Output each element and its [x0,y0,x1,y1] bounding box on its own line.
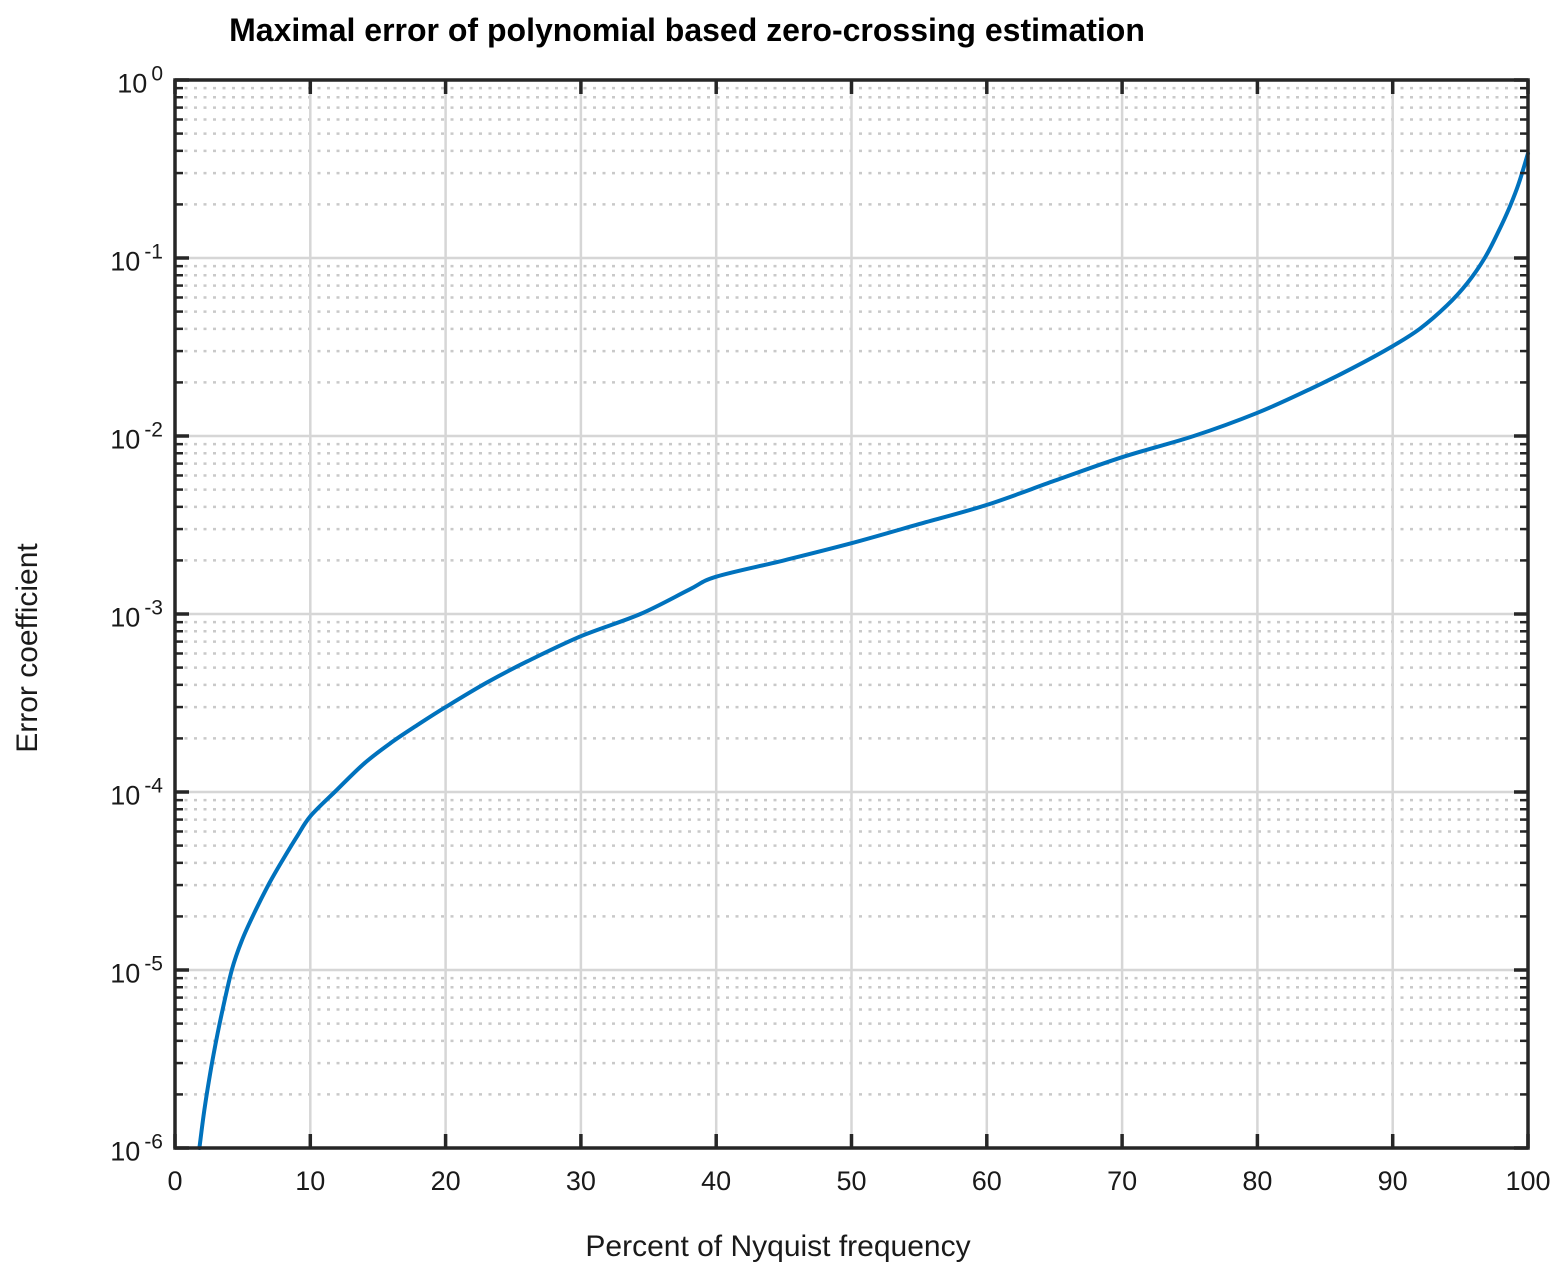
x-tick-label-70: 70 [1107,1166,1138,1196]
x-tick-label-20: 20 [430,1166,461,1196]
chart-title: Maximal error of polynomial based zero-c… [229,12,1145,48]
y-tick-label-10e-3: 10 -3 [110,596,163,633]
x-tick-label-40: 40 [701,1166,732,1196]
maximal-error-curve [197,151,1530,1150]
y-tick-label-10e-2: 10 -2 [110,418,163,455]
x-tick-label-50: 50 [836,1166,867,1196]
y-tick-label-10e0: 10 0 [117,62,163,99]
x-axis-label: Percent of Nyquist frequency [585,1230,971,1263]
axes-box [173,78,1530,1150]
x-tick-label-0: 0 [167,1166,183,1196]
x-tick-label-30: 30 [565,1166,596,1196]
x-tick-label-80: 80 [1242,1166,1273,1196]
y-axis-label: Error coefficient [11,543,44,753]
x-tick-label-60: 60 [971,1166,1002,1196]
y-tick-label-10e-5: 10 -5 [110,952,163,989]
y-tick-label-10e-6: 10 -6 [110,1130,163,1167]
x-tick-label-10: 10 [295,1166,326,1196]
major-gridlines [175,80,1528,1148]
y-tick-label-10e-4: 10 -4 [110,774,163,811]
y-tick-label-10e-1: 10 -1 [110,240,163,277]
x-tick-label-90: 90 [1377,1166,1408,1196]
plot-area [173,78,1530,1150]
x-tick-label-100: 100 [1505,1166,1551,1196]
